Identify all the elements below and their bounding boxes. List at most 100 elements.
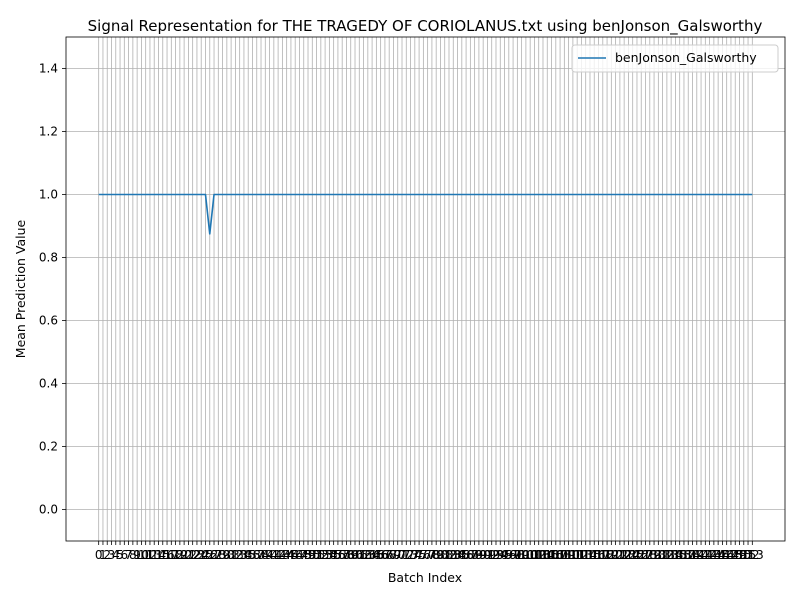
x-tick-label: 37 <box>249 548 264 562</box>
x-tick-label: 127 <box>630 548 653 562</box>
x-tick-label: 43 <box>275 548 290 562</box>
x-tick-label: 133 <box>655 548 678 562</box>
x-tick-label: 48 <box>296 548 311 562</box>
x-tick-label: 92 <box>484 548 499 562</box>
legend-label: benJonson_Galsworthy <box>615 50 757 65</box>
x-tick-label: 19 <box>172 548 187 562</box>
y-tick-label: 0.6 <box>39 314 58 328</box>
x-tick-label: 5 <box>116 548 124 562</box>
x-tick-label: 88 <box>467 548 482 562</box>
x-tick-label: 86 <box>458 548 473 562</box>
x-tick-label: 33 <box>232 548 247 562</box>
x-tick-label: 32 <box>228 548 243 562</box>
x-tick-label: 1 <box>99 548 107 562</box>
x-tick-label: 126 <box>626 548 649 562</box>
x-tick-label: 104 <box>532 548 555 562</box>
x-tick-label: 22 <box>185 548 200 562</box>
x-tick-label: 118 <box>591 548 614 562</box>
x-tick-label: 135 <box>664 548 687 562</box>
x-tick-label: 130 <box>643 548 666 562</box>
x-tick-label: 137 <box>673 548 696 562</box>
x-tick-label: 131 <box>647 548 670 562</box>
x-tick-label: 142 <box>694 548 717 562</box>
x-tick-label: 50 <box>305 548 320 562</box>
x-tick-label: 31 <box>223 548 238 562</box>
x-tick-label: 8 <box>129 548 137 562</box>
x-tick-label: 68 <box>382 548 397 562</box>
x-tick-label: 138 <box>677 548 700 562</box>
x-tick-label: 56 <box>330 548 345 562</box>
series-layer <box>98 193 753 235</box>
x-tick-label: 113 <box>570 548 593 562</box>
series-line <box>98 193 753 235</box>
x-tick-label: 100 <box>514 548 537 562</box>
x-tick-label: 13 <box>147 548 162 562</box>
x-axis-label: Batch Index <box>388 570 462 585</box>
y-tick-label: 0.8 <box>39 251 58 265</box>
x-tick-label: 93 <box>488 548 503 562</box>
legend-box <box>571 44 779 73</box>
x-tick-label: 115 <box>579 548 602 562</box>
x-tick-label: 98 <box>510 548 525 562</box>
x-tick-label: 117 <box>587 548 610 562</box>
x-tick-label: 119 <box>596 548 619 562</box>
x-tick-label: 6 <box>120 548 128 562</box>
x-tick-label: 144 <box>702 548 725 562</box>
plot-area-frame <box>65 36 786 542</box>
x-tick-label: 63 <box>360 548 375 562</box>
y-tick-label: 1.4 <box>39 62 58 76</box>
y-tick-label: 0.4 <box>39 377 58 391</box>
x-tick-label: 54 <box>322 548 337 562</box>
x-tick-label: 147 <box>715 548 738 562</box>
x-tick-label: 76 <box>416 548 431 562</box>
x-tick-label: 112 <box>566 548 589 562</box>
x-tick-label: 20 <box>176 548 191 562</box>
x-tick-label: 97 <box>505 548 520 562</box>
x-tick-label: 96 <box>501 548 516 562</box>
x-tick-label: 83 <box>446 548 461 562</box>
x-tick-label: 4 <box>112 548 120 562</box>
y-tick-label: 1.2 <box>39 125 58 139</box>
x-tick-label: 69 <box>386 548 401 562</box>
x-tick-label: 90 <box>476 548 491 562</box>
x-tick-label: 146 <box>711 548 734 562</box>
x-tick-label: 28 <box>211 548 226 562</box>
x-tick-label: 14 <box>151 548 166 562</box>
x-tick-label: 148 <box>720 548 743 562</box>
x-tick-label: 110 <box>557 548 580 562</box>
x-tick-label: 111 <box>561 548 584 562</box>
x-tick-label: 120 <box>600 548 623 562</box>
x-tick-label: 40 <box>262 548 277 562</box>
x-tick-label: 91 <box>480 548 495 562</box>
x-tick-label: 44 <box>279 548 294 562</box>
x-tick-label: 103 <box>527 548 550 562</box>
x-tick-label: 143 <box>698 548 721 562</box>
x-tick-label: 38 <box>253 548 268 562</box>
y-tick-label: 1.0 <box>39 188 58 202</box>
x-tick-label: 124 <box>617 548 640 562</box>
x-tick-label: 49 <box>300 548 315 562</box>
x-tick-label: 16 <box>159 548 174 562</box>
x-tick-label: 0 <box>95 548 103 562</box>
x-tick-label: 114 <box>574 548 597 562</box>
x-tick-label: 129 <box>638 548 661 562</box>
chart-title: Signal Representation for THE TRAGEDY OF… <box>88 17 763 36</box>
x-tick-label: 94 <box>493 548 508 562</box>
x-tick-label: 64 <box>364 548 379 562</box>
grid-layer <box>66 37 785 541</box>
x-tick-label: 89 <box>471 548 486 562</box>
x-tick-label: 2 <box>103 548 111 562</box>
x-tick-label: 136 <box>668 548 691 562</box>
x-tick-label: 116 <box>583 548 606 562</box>
x-tick-label: 55 <box>326 548 341 562</box>
x-tick-label: 58 <box>339 548 354 562</box>
x-tick-label: 26 <box>202 548 217 562</box>
x-tick-label: 125 <box>621 548 644 562</box>
x-tick-label: 108 <box>549 548 572 562</box>
x-tick-label: 85 <box>454 548 469 562</box>
x-tick-label: 59 <box>343 548 358 562</box>
x-tick-label: 15 <box>155 548 170 562</box>
x-tick-label: 18 <box>168 548 183 562</box>
x-tick-label: 101 <box>519 548 542 562</box>
x-tick-label: 21 <box>181 548 196 562</box>
